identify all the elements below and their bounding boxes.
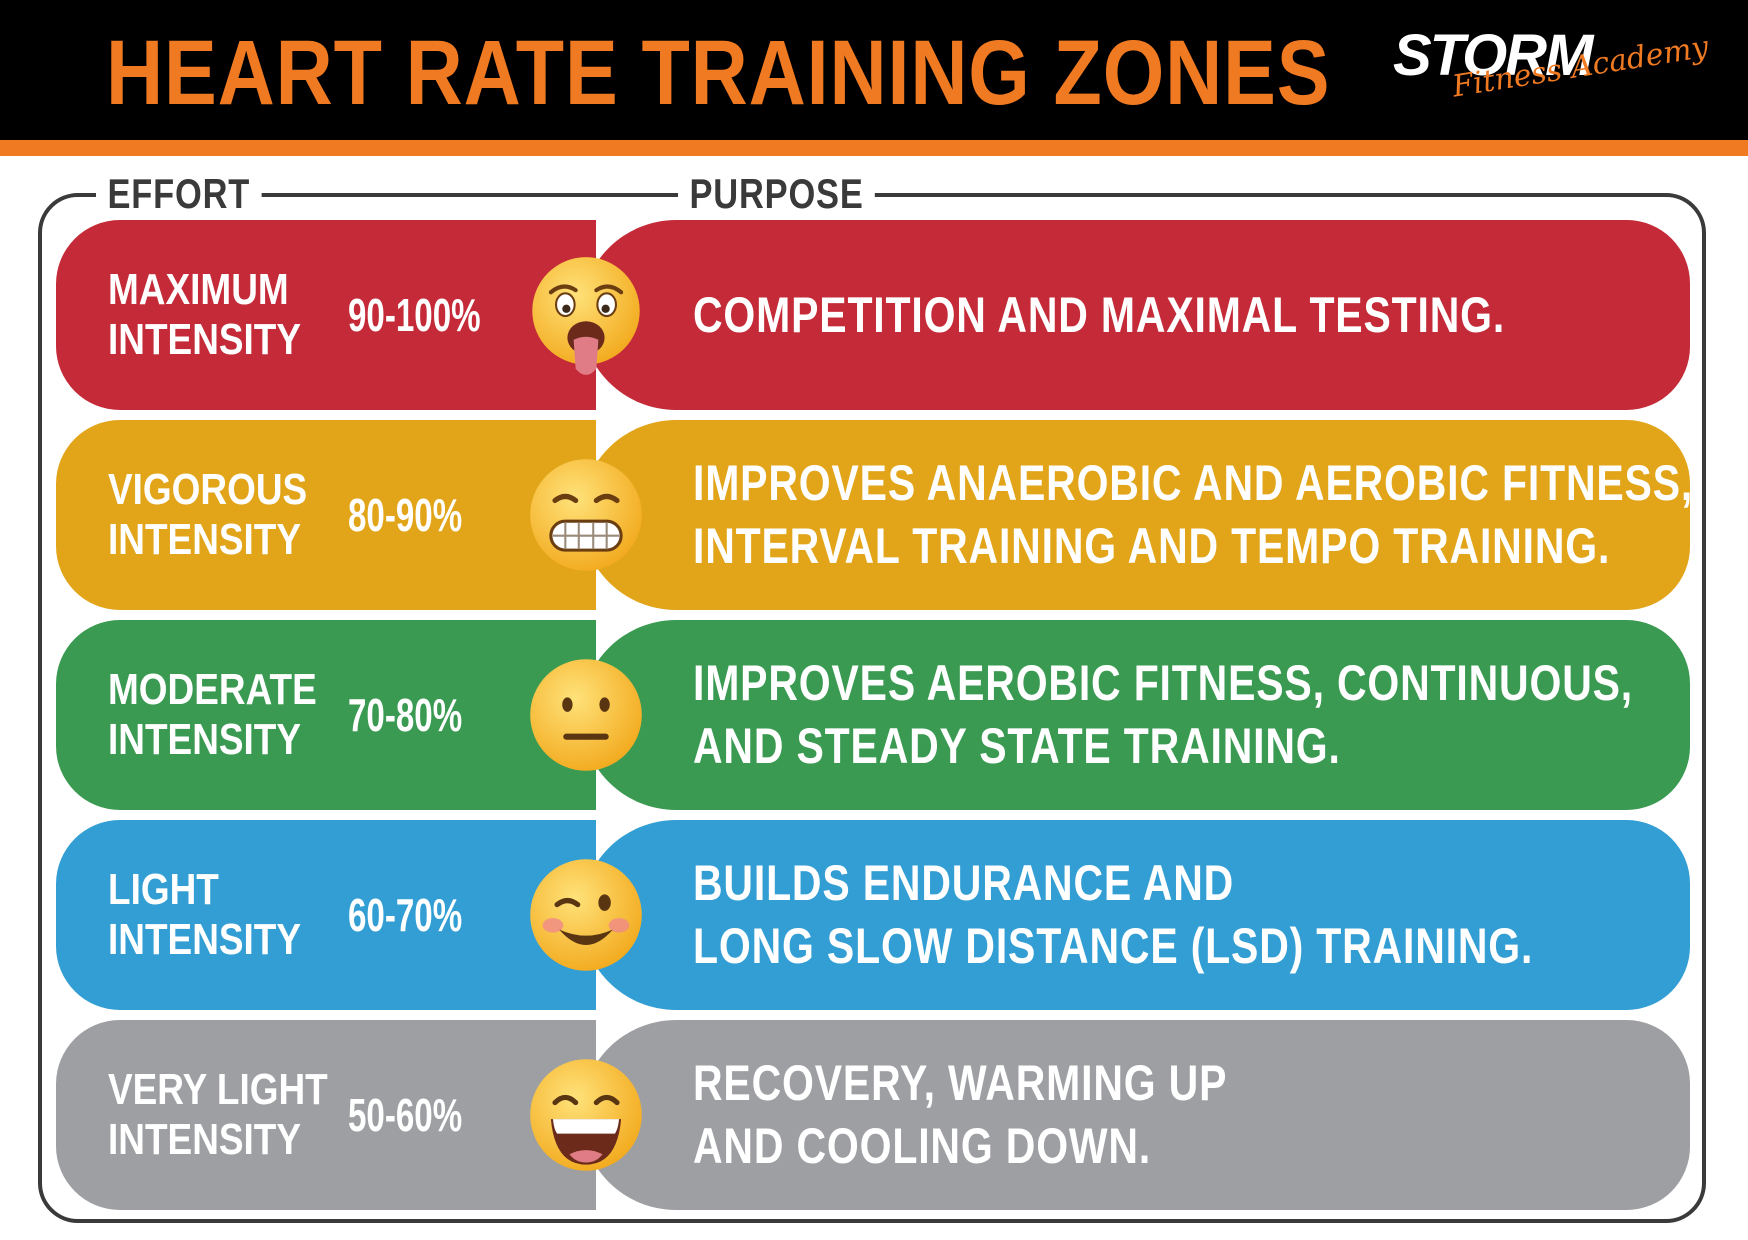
zone-row-very-light: VERY LIGHT INTENSITY 50-60% RECOVERY, WA… [56, 1020, 1690, 1210]
zone-effort-label: VERY LIGHT INTENSITY [108, 1020, 328, 1210]
grimacing-face-icon [530, 459, 642, 571]
storm-fitness-academy-logo: STORM Fitness Academy [1385, 24, 1715, 124]
zone-row-moderate: MODERATE INTENSITY 70-80% IMPROVES AEROB… [56, 620, 1690, 810]
effort-line-1: MAXIMUM [108, 265, 289, 314]
effort-line-2: INTENSITY [108, 315, 302, 364]
header-accent-stripe [0, 140, 1748, 156]
zone-effort-panel [56, 1020, 596, 1210]
neutral-face-icon [530, 659, 642, 771]
purpose-line-2: INTERVAL TRAINING AND TEMPO TRAINING. [693, 518, 1611, 574]
zone-purpose-text: BUILDS ENDURANCE AND LONG SLOW DISTANCE … [693, 820, 1533, 1010]
zone-purpose-text: IMPROVES AEROBIC FITNESS, CONTINUOUS, AN… [693, 620, 1633, 810]
purpose-line-2: AND STEADY STATE TRAINING. [693, 718, 1341, 774]
zone-row-light: LIGHT INTENSITY 60-70% BUILDS ENDURANCE … [56, 820, 1690, 1010]
effort-column-label: EFFORT [96, 168, 262, 220]
effort-line-1: LIGHT [108, 865, 219, 914]
laughing-face-icon [530, 1059, 642, 1171]
winking-face-icon [530, 859, 642, 971]
zone-effort-panel [56, 620, 596, 810]
purpose-line-2: AND COOLING DOWN. [693, 1118, 1152, 1174]
effort-line-1: VERY LIGHT [108, 1065, 328, 1114]
zone-purpose-panel [581, 220, 1690, 410]
zone-purpose-text: IMPROVES ANAEROBIC AND AEROBIC FITNESS, … [693, 420, 1693, 610]
zone-range: 60-70% [348, 889, 463, 941]
zone-range: 70-80% [348, 689, 463, 741]
effort-line-2: INTENSITY [108, 515, 302, 564]
zone-range: 80-90% [348, 489, 463, 541]
effort-line-2: INTENSITY [108, 915, 302, 964]
page-title: HEART RATE TRAINING ZONES [106, 22, 1331, 124]
purpose-line-1: IMPROVES AEROBIC FITNESS, CONTINUOUS, [693, 655, 1634, 711]
zone-purpose-panel [581, 820, 1690, 1010]
purpose-line-1: BUILDS ENDURANCE AND [693, 855, 1235, 911]
purpose-line-1: COMPETITION AND MAXIMAL TESTING. [693, 286, 1506, 343]
purpose-line-1: RECOVERY, WARMING UP [693, 1055, 1228, 1111]
header-bar [0, 0, 1748, 140]
purpose-line-2: LONG SLOW DISTANCE (LSD) TRAINING. [693, 918, 1534, 974]
zone-effort-panel [56, 220, 596, 410]
zone-purpose-panel [581, 620, 1690, 810]
zone-range: 50-60% [348, 1089, 463, 1141]
zone-effort-label: LIGHT INTENSITY [108, 820, 301, 1010]
purpose-line-1: IMPROVES ANAEROBIC AND AEROBIC FITNESS, [693, 455, 1694, 511]
zone-purpose-text: RECOVERY, WARMING UP AND COOLING DOWN. [693, 1020, 1227, 1210]
zone-purpose-text: COMPETITION AND MAXIMAL TESTING. [693, 220, 1505, 410]
zone-row-vigorous: VIGOROUS INTENSITY 80-90% IMPROVES ANAER… [56, 420, 1693, 610]
effort-line-1: VIGOROUS [108, 465, 308, 514]
effort-line-2: INTENSITY [108, 1115, 302, 1164]
effort-line-2: INTENSITY [108, 715, 302, 764]
exhausted-face-icon [532, 257, 640, 375]
logo-brand-text: STORM [1393, 23, 1593, 88]
zone-effort-label: VIGOROUS INTENSITY [108, 420, 307, 610]
zone-effort-label: MODERATE INTENSITY [108, 620, 317, 810]
purpose-column-label: PURPOSE [678, 168, 876, 220]
zone-range: 90-100% [348, 289, 481, 341]
effort-line-1: MODERATE [108, 665, 317, 714]
zone-effort-label: MAXIMUM INTENSITY [108, 220, 301, 410]
zone-effort-panel [56, 820, 596, 1010]
zone-purpose-panel [581, 420, 1690, 610]
zone-row-maximum: MAXIMUM INTENSITY 90-100% COMPETITION AN… [56, 220, 1690, 410]
zone-effort-panel [56, 420, 596, 610]
zone-purpose-panel [581, 1020, 1690, 1210]
